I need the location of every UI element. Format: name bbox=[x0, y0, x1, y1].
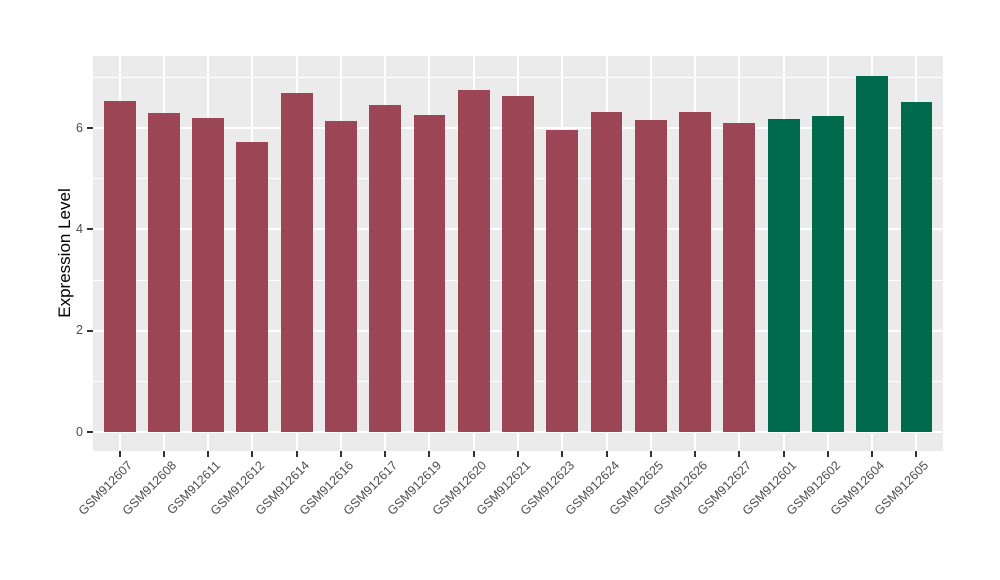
x-tick-mark bbox=[207, 451, 210, 457]
y-tick-label: 6 bbox=[76, 120, 83, 135]
x-tick-mark bbox=[915, 451, 918, 457]
bar-GSM912627 bbox=[723, 123, 756, 433]
bar-GSM912614 bbox=[280, 93, 313, 433]
bar-GSM912604 bbox=[856, 75, 889, 433]
y-tick-label: 4 bbox=[76, 221, 83, 236]
y-tick-mark bbox=[87, 228, 93, 231]
bar-GSM912605 bbox=[900, 101, 933, 433]
bar-GSM912619 bbox=[413, 115, 446, 433]
bar-GSM912602 bbox=[811, 115, 844, 433]
bar-GSM912608 bbox=[147, 113, 180, 433]
x-tick-mark bbox=[118, 451, 121, 457]
x-tick-mark bbox=[517, 451, 519, 457]
x-tick-mark bbox=[694, 451, 697, 457]
y-tick-mark bbox=[87, 431, 93, 434]
x-tick-mark bbox=[339, 451, 342, 457]
bar-GSM912620 bbox=[457, 90, 490, 433]
y-axis-title: Expression Level bbox=[55, 188, 74, 318]
y-tick-label: 0 bbox=[76, 424, 83, 439]
y-tick-label: 2 bbox=[76, 323, 83, 338]
bar-GSM912607 bbox=[103, 101, 136, 433]
bar-GSM912611 bbox=[192, 117, 225, 433]
x-tick-mark bbox=[649, 451, 652, 457]
y-tick-mark bbox=[87, 329, 93, 332]
x-tick-mark bbox=[384, 451, 387, 457]
x-tick-mark bbox=[561, 451, 564, 457]
bar-GSM912624 bbox=[590, 112, 623, 433]
x-tick-mark bbox=[472, 451, 475, 457]
x-tick-mark bbox=[871, 451, 874, 457]
x-tick-mark bbox=[605, 451, 608, 457]
x-tick-mark bbox=[251, 451, 254, 457]
bar-GSM912616 bbox=[324, 121, 357, 433]
bar-GSM912617 bbox=[369, 104, 402, 433]
bar-GSM912621 bbox=[502, 96, 534, 433]
bar-GSM912612 bbox=[236, 141, 269, 433]
y-tick-mark bbox=[87, 127, 93, 129]
bar-GSM912625 bbox=[634, 120, 667, 433]
x-tick-mark bbox=[428, 451, 431, 457]
bar-GSM912601 bbox=[767, 119, 800, 433]
x-tick-mark bbox=[782, 451, 785, 457]
x-tick-mark bbox=[162, 451, 165, 457]
x-tick-mark bbox=[826, 451, 829, 457]
x-tick-mark bbox=[295, 451, 298, 457]
bar-GSM912626 bbox=[679, 111, 712, 433]
bar-GSM912623 bbox=[546, 129, 579, 433]
x-tick-mark bbox=[738, 451, 741, 457]
